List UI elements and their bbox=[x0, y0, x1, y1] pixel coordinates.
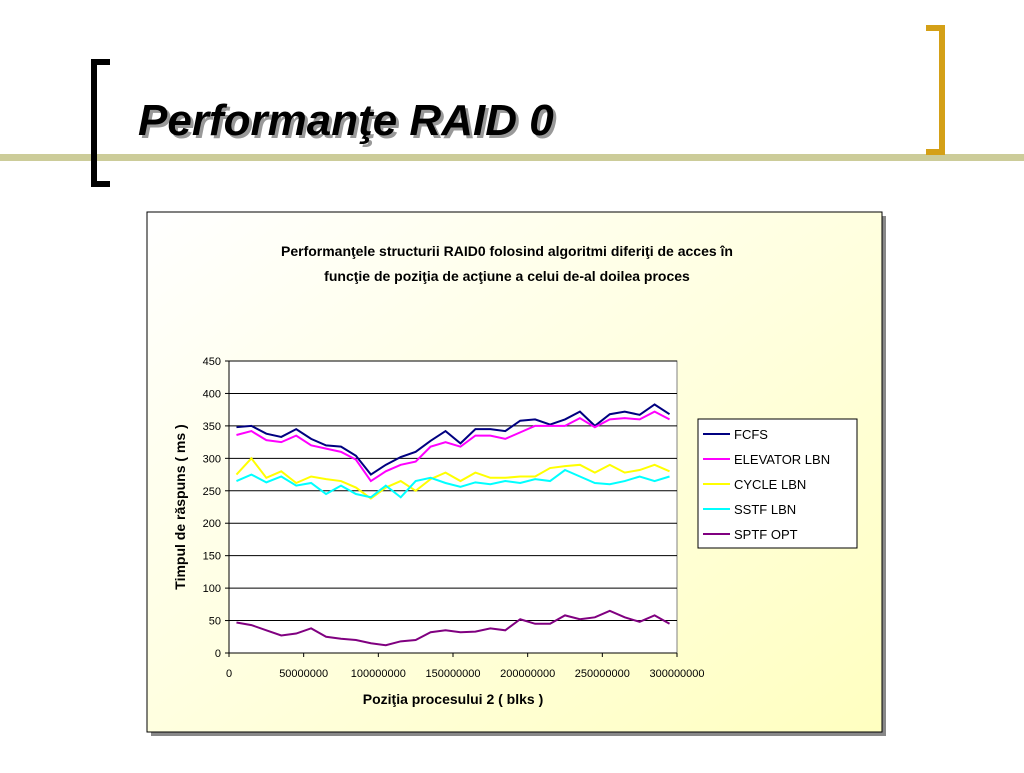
legend-label: SPTF OPT bbox=[734, 527, 798, 542]
plot-area bbox=[228, 360, 678, 654]
y-tick-label: 450 bbox=[203, 356, 221, 368]
y-tick-label: 0 bbox=[215, 648, 221, 660]
y-tick-label: 300 bbox=[203, 453, 221, 465]
divider bbox=[0, 154, 1024, 161]
chart-title: funcţie de poziţia de acţiune a celui de… bbox=[324, 268, 690, 284]
series-line bbox=[235, 456, 670, 500]
series-line bbox=[236, 468, 670, 499]
series-line bbox=[236, 403, 671, 476]
series-line bbox=[236, 609, 671, 647]
right-bracket bbox=[926, 25, 945, 155]
slide-title: Performanţe RAID 0 bbox=[138, 96, 554, 145]
legend-label: SSTF LBN bbox=[734, 502, 796, 517]
x-tick-label: 0 bbox=[226, 668, 232, 680]
x-tick-label: 300000000 bbox=[649, 668, 704, 680]
x-tick-label: 150000000 bbox=[425, 668, 480, 680]
series-line bbox=[236, 410, 670, 483]
chart-title: Performanţele structurii RAID0 folosind … bbox=[281, 243, 733, 259]
y-tick-label: 400 bbox=[203, 388, 221, 400]
x-tick-label: 200000000 bbox=[500, 668, 555, 680]
y-tick-label: 100 bbox=[203, 583, 221, 595]
left-bracket bbox=[91, 59, 110, 187]
y-tick-label: 150 bbox=[203, 551, 221, 563]
x-tick-label: 50000000 bbox=[279, 668, 328, 680]
y-tick-label: 200 bbox=[203, 518, 221, 530]
y-tick-label: 50 bbox=[209, 616, 221, 628]
legend-label: FCFS bbox=[734, 427, 768, 442]
title-shadow: Performanţe RAID 0 bbox=[141, 99, 557, 148]
legend-label: CYCLE LBN bbox=[734, 477, 806, 492]
x-tick-label: 100000000 bbox=[351, 668, 406, 680]
y-tick-label: 350 bbox=[203, 421, 221, 433]
x-axis-label: Poziţia procesului 2 ( blks ) bbox=[363, 691, 543, 707]
legend-label: ELEVATOR LBN bbox=[734, 452, 830, 467]
y-axis-label: Timpul de răspuns ( ms ) bbox=[172, 424, 188, 589]
x-tick-label: 250000000 bbox=[575, 668, 630, 680]
y-tick-label: 250 bbox=[203, 486, 221, 498]
